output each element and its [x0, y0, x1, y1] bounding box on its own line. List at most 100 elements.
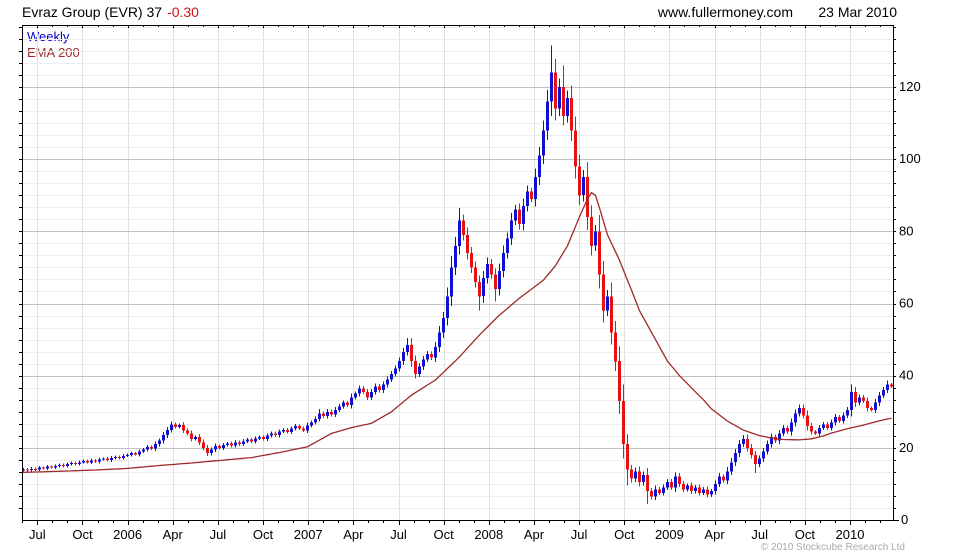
candle-body — [574, 130, 577, 167]
candle-body — [882, 390, 885, 396]
candle-body — [170, 424, 173, 430]
candle-body — [390, 373, 393, 380]
candle-body — [630, 469, 633, 479]
candle-body — [502, 253, 505, 271]
candle-body — [490, 263, 493, 275]
candle-body — [482, 278, 485, 297]
candle-body — [406, 345, 409, 353]
candle-body — [622, 400, 625, 445]
x-axis-label: Oct — [72, 527, 93, 542]
candle-body — [714, 483, 717, 492]
candle-body — [494, 274, 497, 289]
candle-body — [266, 435, 269, 439]
candle-body — [198, 437, 201, 443]
candle-body — [250, 439, 253, 442]
candle-body — [90, 460, 93, 463]
candle-body — [46, 466, 49, 469]
candle-body — [542, 130, 545, 156]
candle-body — [234, 442, 237, 446]
candle-body — [498, 271, 501, 289]
x-axis-label: 2010 — [836, 527, 865, 542]
candle-body — [110, 457, 113, 461]
candle-body — [290, 428, 293, 432]
candle-body — [834, 417, 837, 423]
candle-body — [642, 474, 645, 483]
candle-body — [78, 462, 81, 465]
candle-body — [662, 487, 665, 493]
ema-line — [22, 191, 892, 474]
x-axis-label: Apr — [343, 527, 364, 542]
candle-body — [722, 476, 725, 481]
candle-body — [650, 491, 653, 497]
candle-body — [154, 444, 157, 449]
candle-body — [386, 379, 389, 385]
candle-body — [858, 397, 861, 403]
candle-body — [506, 238, 509, 253]
candle-body — [306, 425, 309, 431]
candle-body — [30, 468, 33, 471]
candle-body — [534, 177, 537, 199]
y-axis-label: 40 — [899, 368, 913, 383]
candle-body — [462, 220, 465, 235]
candle-body — [146, 447, 149, 450]
candle-body — [286, 429, 289, 432]
candle-body — [466, 234, 469, 253]
candle-body — [566, 97, 569, 116]
candle-body — [686, 485, 689, 490]
candle-body — [690, 485, 693, 492]
candle-body — [206, 447, 209, 454]
candle-body — [26, 469, 29, 471]
candle-body — [610, 296, 613, 333]
candle-body — [458, 220, 461, 246]
candle-body — [666, 482, 669, 488]
candle-body — [594, 231, 597, 246]
y-axis-label: 0 — [901, 512, 908, 527]
candle-body — [514, 209, 517, 221]
candle-body — [258, 437, 261, 439]
candle-body — [366, 391, 369, 398]
source-url: www.fullermoney.com — [657, 4, 793, 20]
candle-body — [438, 332, 441, 347]
candle-body — [354, 393, 357, 398]
candle-body — [346, 402, 349, 406]
candle-body — [370, 391, 373, 398]
candle-body — [822, 424, 825, 428]
candle-body — [870, 408, 873, 410]
candle-body — [790, 422, 793, 432]
candle-body — [778, 433, 781, 441]
candle-body — [142, 449, 145, 452]
x-axis-label: 2009 — [655, 527, 684, 542]
candle-body — [478, 281, 481, 297]
candle-body — [842, 415, 845, 421]
candle-body — [730, 462, 733, 472]
candle-body — [166, 429, 169, 436]
candle-body — [878, 395, 881, 403]
candle-body — [98, 459, 101, 462]
candle-body — [794, 413, 797, 423]
candle-body — [862, 397, 865, 401]
candle-body — [706, 489, 709, 495]
candle-body — [698, 487, 701, 493]
candle-body — [618, 361, 621, 401]
candle-body — [402, 352, 405, 362]
candle-body — [246, 439, 249, 442]
candle-body — [538, 155, 541, 178]
candle-body — [150, 447, 153, 449]
candle-body — [754, 455, 757, 465]
candle-body — [802, 408, 805, 416]
candle-body — [414, 361, 417, 374]
candle-body — [34, 468, 37, 470]
candle-body — [734, 453, 737, 463]
instrument-title: Evraz Group (EVR) 37 — [22, 4, 163, 20]
candle-body — [102, 458, 105, 460]
candle-body — [282, 429, 285, 432]
y-axis-label: 100 — [899, 151, 921, 166]
candle-body — [558, 87, 561, 109]
candle-body — [202, 442, 205, 448]
candle-body — [670, 482, 673, 488]
candle-body — [746, 438, 749, 448]
candle-body — [158, 440, 161, 445]
candle-body — [758, 458, 761, 465]
candle-body — [66, 464, 69, 466]
y-axis-label: 20 — [899, 440, 913, 455]
